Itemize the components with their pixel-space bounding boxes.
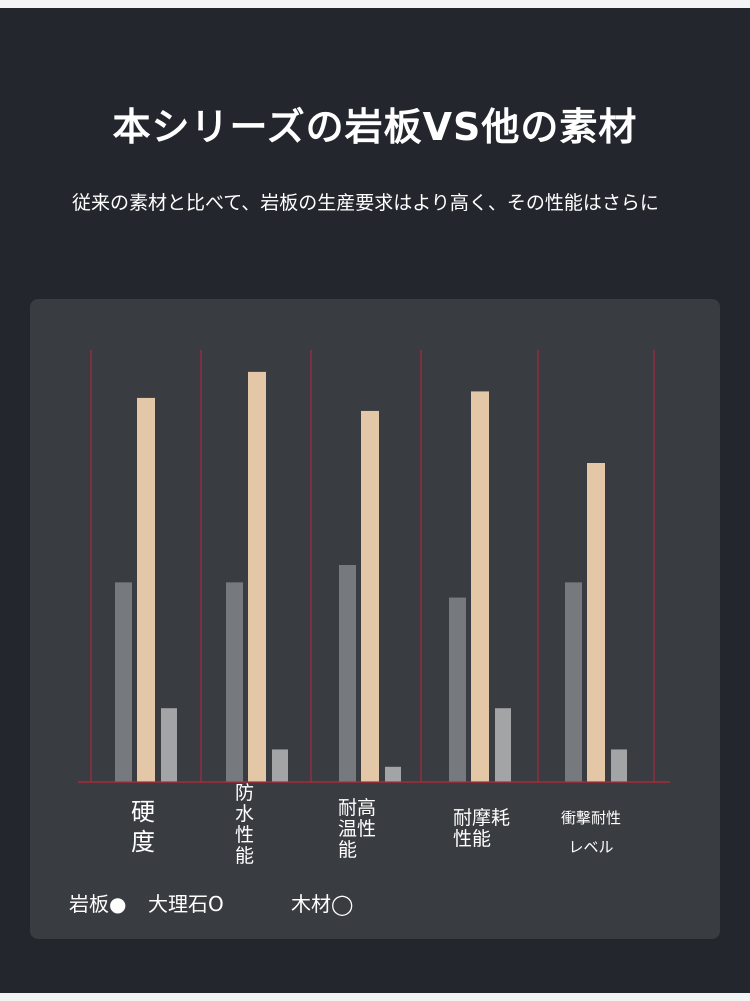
bar-wood	[611, 749, 627, 782]
legend-item-wood: 木材◯	[291, 892, 354, 916]
bar-slate	[471, 391, 489, 782]
category-label-waterproof: 防水性能	[235, 782, 255, 867]
bar-wood	[495, 708, 511, 782]
bar-wood	[385, 766, 401, 782]
top-border-strip	[0, 0, 750, 8]
bar-slate	[587, 463, 605, 782]
page-subtitle: 従来の素材と比べて、岩板の生産要求はより高く、その性能はさらに	[72, 192, 659, 214]
category-label-hardness: 硬度	[131, 798, 155, 856]
bar-marble	[565, 582, 582, 782]
category-label-wear-resistance: 耐摩耗 性能	[453, 807, 511, 850]
page-title: 本シリーズの岩板VS他の素材	[112, 105, 638, 149]
bar-marble	[226, 582, 243, 782]
bar-wood	[272, 749, 288, 782]
bar-slate	[248, 371, 266, 782]
bar-wood	[161, 708, 177, 782]
bar-slate	[137, 397, 155, 782]
bar-marble	[339, 565, 356, 782]
bar-marble	[115, 582, 132, 782]
bar-marble	[449, 597, 466, 782]
category-label-impact-resistance: 衝撃耐性 レベル	[561, 809, 622, 856]
category-label-heat-resistance: 耐高 温性能	[338, 797, 377, 861]
bottom-border-strip	[0, 993, 750, 1001]
legend-item-marble: 大理石O	[148, 892, 224, 916]
bar-slate	[361, 410, 379, 782]
legend-item-slate: 岩板●	[69, 892, 127, 916]
